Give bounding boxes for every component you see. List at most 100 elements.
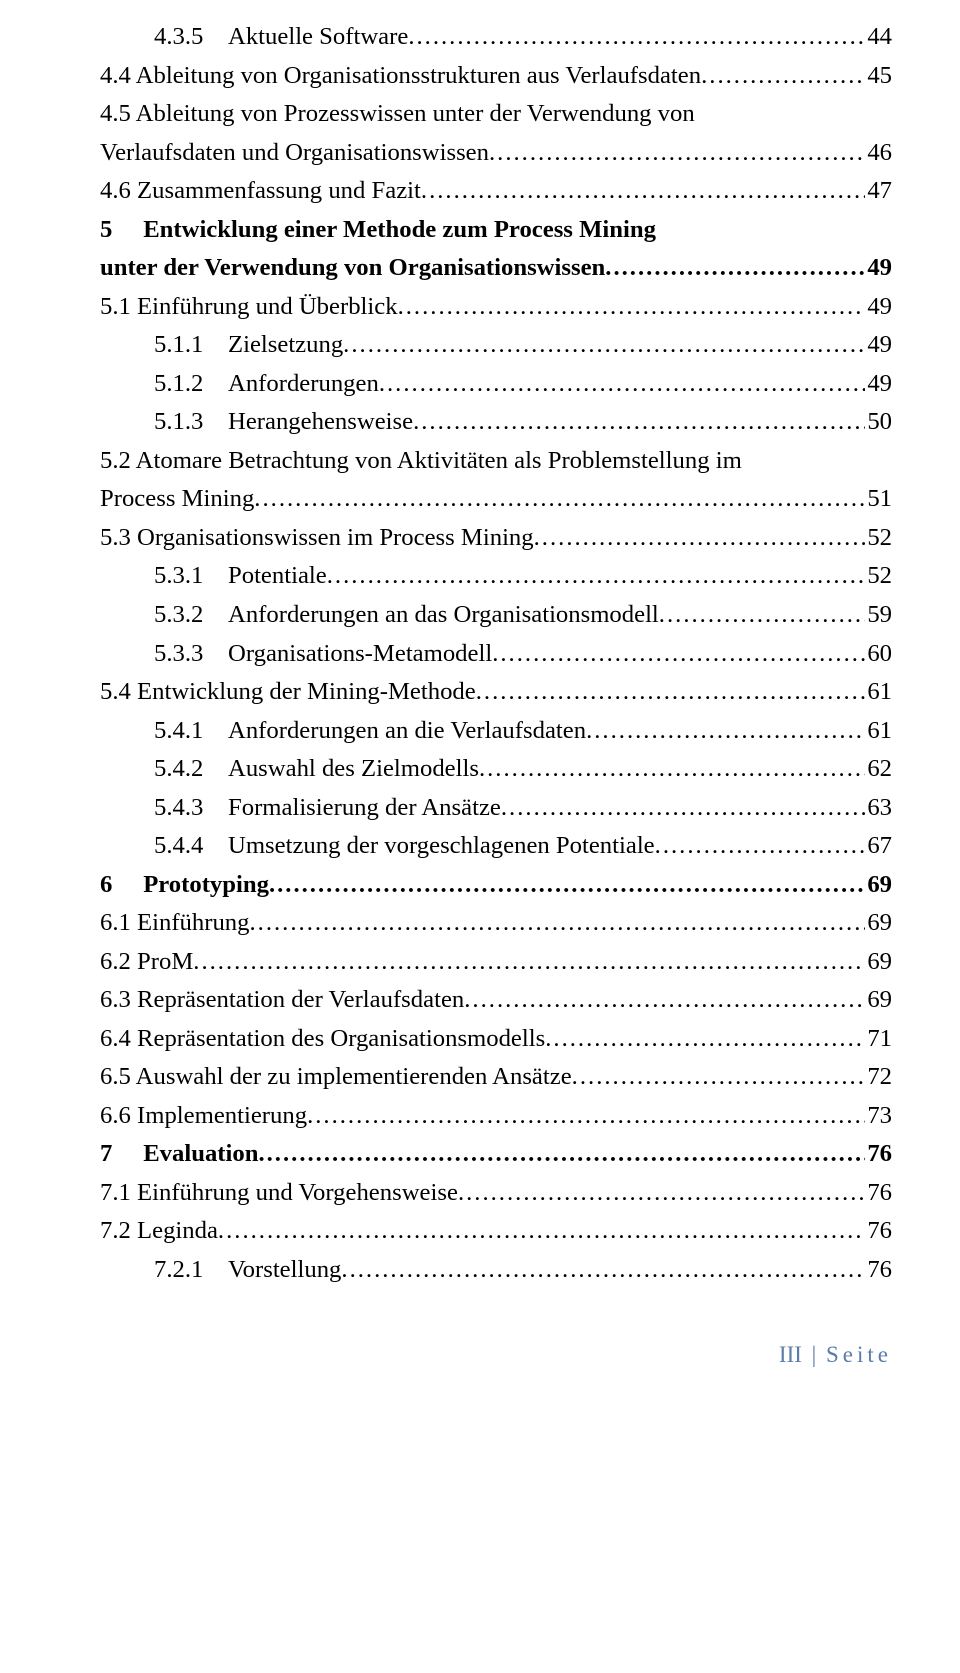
toc-leader [341,1251,865,1290]
toc-leader [464,981,865,1020]
toc-entry: 5.3.2Anforderungen an das Organisationsm… [100,596,892,635]
toc-entry-title: 4.5 Ableitung von Prozesswissen unter de… [100,95,695,134]
toc-entry-title: 5.4.3Formalisierung der Ansätze [154,789,501,828]
toc-entry-title: 7.1 Einführung und Vorgehensweise [100,1174,458,1213]
toc-entry: 7.2.1Vorstellung76 [100,1251,892,1290]
toc-page-number: 76 [865,1174,892,1213]
toc-leader [327,557,866,596]
toc-page-number: 63 [865,789,892,828]
toc-leader [254,480,865,519]
footer-separator: | [808,1342,821,1367]
toc-entry: 7 Evaluation 76 [100,1135,892,1174]
toc-page-number: 69 [865,866,892,905]
toc-entry-title: 6.3 Repräsentation der Verlaufsdaten [100,981,464,1020]
toc-entry-continuation: Verlaufsdaten und Organisationswissen46 [100,134,892,173]
table-of-contents: 4.3.5Aktuelle Software444.4 Ableitung vo… [100,18,892,1290]
toc-page-number: 69 [865,904,892,943]
toc-entry-title: 5.2 Atomare Betrachtung von Aktivitäten … [100,442,742,481]
toc-entry: 5 Entwicklung einer Methode zum Process … [100,211,892,250]
toc-entry: 5.1 Einführung und Überblick 49 [100,288,892,327]
toc-entry-title: 4.6 Zusammenfassung und Fazit [100,172,421,211]
toc-page-number: 49 [865,326,892,365]
toc-leader [379,365,865,404]
toc-entry: 4.4 Ableitung von Organisationsstrukture… [100,57,892,96]
toc-page-number: 49 [865,288,892,327]
toc-page-number: 76 [865,1135,892,1174]
toc-entry-title: 6.4 Repräsentation des Organisationsmode… [100,1020,545,1059]
toc-page-number: 61 [865,712,892,751]
toc-entry-title: 5.1 Einführung und Überblick [100,288,398,327]
toc-page-number: 72 [865,1058,892,1097]
toc-entry: 7.2 Leginda76 [100,1212,892,1251]
toc-leader [545,1020,865,1059]
toc-entry-title: 6.5 Auswahl der zu implementierenden Ans… [100,1058,572,1097]
toc-page-number: 49 [865,365,892,404]
toc-page-number: 59 [865,596,892,635]
toc-page-number: 69 [865,981,892,1020]
toc-entry: 6.1 Einführung 69 [100,904,892,943]
toc-entry: 6.4 Repräsentation des Organisationsmode… [100,1020,892,1059]
toc-entry-title: 7 Evaluation [100,1135,258,1174]
toc-leader [307,1097,865,1136]
toc-leader [501,789,865,828]
toc-entry-title: 5.1.1Zielsetzung [154,326,343,365]
toc-entry-title: 5.4 Entwicklung der Mining-Methode [100,673,476,712]
toc-leader [193,943,865,982]
toc-entry-title: 4.4 Ableitung von Organisationsstrukture… [100,57,701,96]
toc-page-number: 52 [865,557,892,596]
toc-entry-title: 5.1.3Herangehensweise [154,403,413,442]
toc-leader [218,1212,865,1251]
toc-entry: 5.3.3Organisations-Metamodell60 [100,635,892,674]
toc-leader [572,1058,866,1097]
toc-page-number: 76 [865,1251,892,1290]
footer-label: Seite [826,1342,892,1367]
toc-entry: 6.2 ProM 69 [100,943,892,982]
toc-page-number: 61 [865,673,892,712]
toc-leader [476,673,866,712]
toc-leader [413,403,865,442]
footer-page-roman: III [779,1342,802,1367]
toc-entry: 5.1.2Anforderungen 49 [100,365,892,404]
toc-leader [655,827,866,866]
toc-entry: 5.4 Entwicklung der Mining-Methode 61 [100,673,892,712]
toc-entry-title: 5.3.1Potentiale [154,557,327,596]
toc-entry-title: 5.4.1Anforderungen an die Verlaufsdaten [154,712,586,751]
toc-entry-continuation: unter der Verwendung von Organisationswi… [100,249,892,288]
toc-entry: 6.3 Repräsentation der Verlaufsdaten 69 [100,981,892,1020]
toc-entry-title: unter der Verwendung von Organisationswi… [100,249,605,288]
toc-page-number: 71 [865,1020,892,1059]
toc-leader [408,18,865,57]
toc-page-number: 73 [865,1097,892,1136]
toc-entry: 4.3.5Aktuelle Software44 [100,18,892,57]
toc-leader [398,288,866,327]
toc-entry: 4.6 Zusammenfassung und Fazit47 [100,172,892,211]
toc-page-number: 44 [865,18,892,57]
toc-page-number: 69 [865,943,892,982]
toc-leader [258,1135,865,1174]
toc-entry-title: Process Mining [100,480,254,519]
toc-entry: 5.1.1Zielsetzung 49 [100,326,892,365]
toc-leader [492,635,865,674]
toc-entry: 5.1.3Herangehensweise 50 [100,403,892,442]
toc-entry-title: 5.4.2Auswahl des Zielmodells [154,750,479,789]
toc-entry-title: 5.3 Organisationswissen im Process Minin… [100,519,534,558]
toc-entry-title: 5.3.3Organisations-Metamodell [154,635,492,674]
toc-leader [605,249,865,288]
toc-leader [421,172,865,211]
toc-entry-title: 6 Prototyping [100,866,269,905]
toc-entry-title: 6.2 ProM [100,943,193,982]
toc-entry-title: 5.1.2Anforderungen [154,365,379,404]
toc-entry-title: 5.4.4Umsetzung der vorgeschlagenen Poten… [154,827,655,866]
toc-page-number: 45 [865,57,892,96]
toc-page-number: 52 [865,519,892,558]
toc-leader [249,904,865,943]
toc-page-number: 50 [865,403,892,442]
toc-leader [659,596,866,635]
toc-entry: 5.4.4Umsetzung der vorgeschlagenen Poten… [100,827,892,866]
toc-leader [701,57,865,96]
toc-leader [586,712,865,751]
toc-entry-title: 6.1 Einführung [100,904,249,943]
toc-entry: 5.2 Atomare Betrachtung von Aktivitäten … [100,442,892,481]
toc-entry: 7.1 Einführung und Vorgehensweise 76 [100,1174,892,1213]
toc-entry-title: 5 Entwicklung einer Methode zum Process … [100,211,656,250]
